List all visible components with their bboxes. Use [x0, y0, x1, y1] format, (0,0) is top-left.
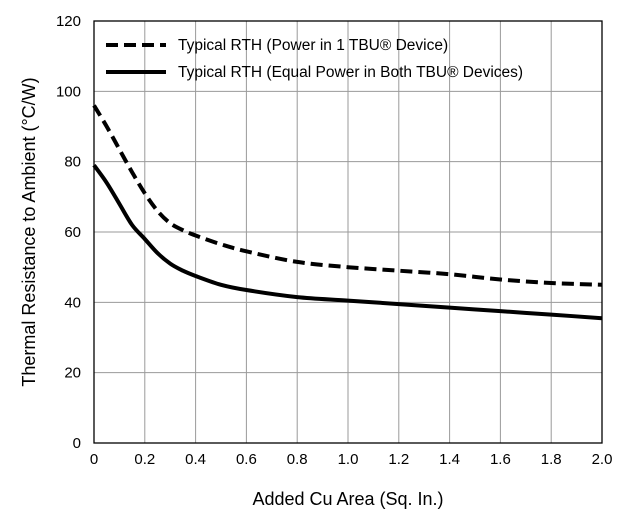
y-tick-label: 20: [64, 365, 81, 382]
x-tick-label: 0.2: [134, 451, 155, 468]
tick-labels: 0 0.2 0.4 0.6 0.8 1.0 1.2 1.4 1.6 1.8 2.0 0 20 40 60 80…: [56, 13, 612, 468]
y-tick-label: 0: [73, 435, 81, 452]
x-tick-label: 0: [90, 451, 98, 468]
x-tick-label: 0.4: [185, 451, 206, 468]
x-tick-label: 1.2: [388, 451, 409, 468]
x-tick-label: 1.4: [439, 451, 460, 468]
x-axis-label: Added Cu Area (Sq. In.): [252, 489, 443, 509]
x-tick-label: 0.8: [287, 451, 308, 468]
y-tick-label: 120: [56, 13, 81, 30]
legend: Typical RTH (Power in 1 TBU® Device) Typi…: [106, 37, 523, 81]
y-axis-label: Thermal Resistance to Ambient (°C/W): [19, 77, 39, 386]
plot-frame: [93, 20, 603, 444]
series-line-power-one-device: [92, 104, 603, 287]
x-tick-label: 1.0: [338, 451, 359, 468]
y-tick-label: 60: [64, 224, 81, 241]
series-lines: [92, 104, 603, 321]
x-tick-label: 0.6: [236, 451, 257, 468]
legend-label: Typical RTH (Power in 1 TBU® Device): [178, 37, 448, 54]
grid: [94, 21, 602, 443]
series-line-equal-power: [92, 164, 603, 321]
y-tick-label: 40: [64, 294, 81, 311]
x-tick-label: 1.6: [490, 451, 511, 468]
x-tick-label: 1.8: [541, 451, 562, 468]
x-tick-label: 2.0: [592, 451, 613, 468]
legend-label: Typical RTH (Equal Power in Both TBU® De…: [178, 64, 523, 81]
y-tick-label: 100: [56, 83, 81, 100]
y-tick-label: 80: [64, 154, 81, 171]
